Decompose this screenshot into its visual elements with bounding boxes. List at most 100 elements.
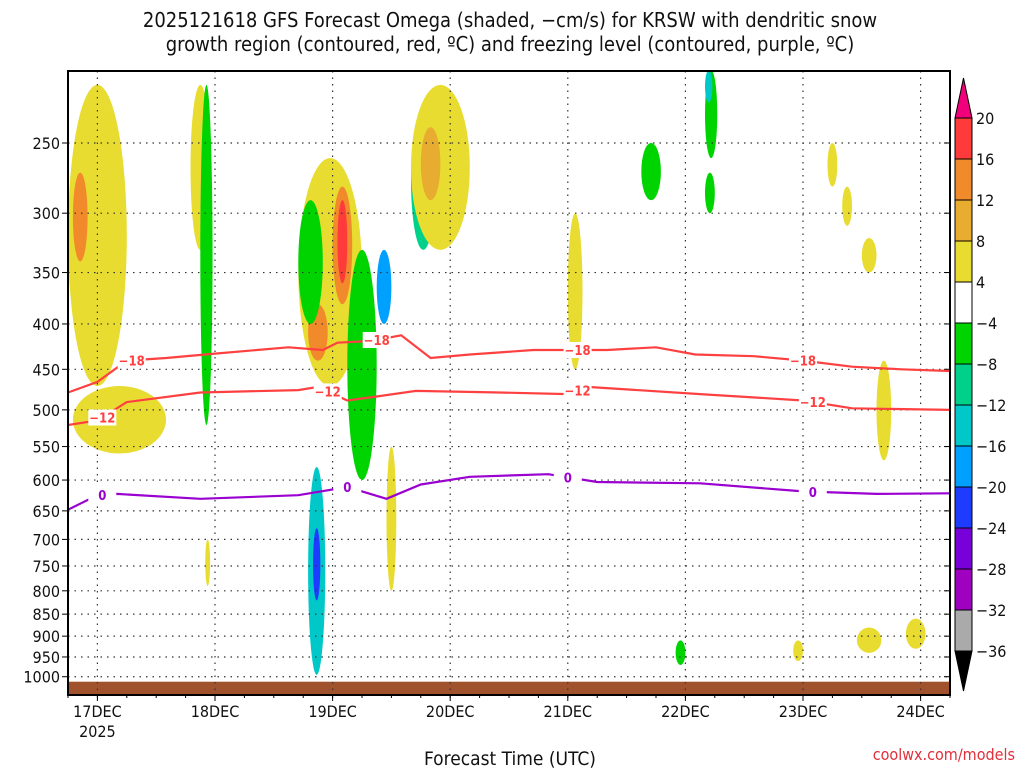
colorbar-label: 20: [976, 109, 994, 128]
contour-label: −18: [790, 355, 816, 370]
colorbar-label: −4: [976, 314, 997, 333]
contour-label: −12: [89, 411, 115, 426]
omega-shade-feature: [298, 200, 323, 324]
omega-shade-feature: [72, 386, 166, 454]
x-tick-label: 17DEC: [73, 702, 122, 721]
contour-label-bg: [563, 341, 592, 358]
colorbar-label: 8: [976, 232, 985, 251]
x-tick-label: 24DEC: [896, 702, 945, 721]
colorbar-swatch: [954, 117, 973, 160]
omega-shade-feature: [856, 627, 882, 653]
omega-shade-feature: [376, 249, 392, 324]
contour-label-bg: [362, 331, 391, 348]
omega-shade-feature: [842, 186, 852, 226]
axes: 250 300 350 400 450 500 550 600 650 700 750 800 850 9…: [23, 70, 951, 741]
x-tick-year-label: 2025: [79, 722, 116, 741]
y-tick-label: 300: [33, 204, 60, 223]
omega-shade-feature: [386, 446, 397, 591]
chart-title-line-1: 2025121618 GFS Forecast Omega (shaded, −…: [143, 8, 877, 32]
colorbar-swatch: [954, 199, 973, 242]
colorbar-label: −36: [976, 642, 1006, 661]
contour-label: −12: [315, 385, 341, 400]
colorbar-swatch: [954, 158, 973, 201]
x-tick-label: 23DEC: [779, 702, 828, 721]
colorbar-swatch: [954, 486, 973, 529]
colorbar-label: −16: [976, 437, 1006, 456]
omega-shade-feature: [705, 70, 713, 103]
contour-label: −18: [119, 354, 145, 369]
colorbar-label: −20: [976, 478, 1006, 497]
contour-label: 0: [98, 489, 106, 504]
y-tick-label: 350: [33, 264, 60, 283]
y-tick-label: 250: [33, 134, 60, 153]
y-tick-label: 1000: [23, 668, 60, 687]
omega-shade-feature: [861, 238, 877, 273]
y-tick-label: 750: [33, 557, 60, 576]
colorbar-label: −8: [976, 355, 997, 374]
contour-label: 0: [343, 481, 351, 496]
x-tick-label: 20DEC: [426, 702, 475, 721]
contour-line-0: [67, 473, 951, 511]
colorbar-label: −12: [976, 396, 1006, 415]
colorbar-swatch: [954, 322, 973, 365]
omega-shade-feature: [72, 172, 88, 262]
colorbar-swatch: [954, 445, 973, 488]
y-tick-label: 400: [33, 315, 60, 334]
contour-label-bg: [313, 383, 342, 400]
colorbar-label: −28: [976, 560, 1006, 579]
contour-label: −12: [800, 396, 826, 411]
colorbar-over-triangle: [954, 77, 973, 119]
colorbar-label: −24: [976, 519, 1006, 538]
colorbar-label: −32: [976, 601, 1006, 620]
contour-label-bg: [333, 479, 362, 496]
colorbar-swatch: [954, 363, 973, 406]
contour-label: −18: [565, 344, 591, 359]
omega-shade-feature: [411, 84, 470, 250]
plot-area: [68, 70, 950, 695]
omega-shade-feature: [905, 618, 926, 649]
contour-label-bg: [789, 352, 817, 369]
x-tick-label: 21DEC: [544, 702, 593, 721]
contour-label: 0: [809, 486, 817, 501]
colorbar-label: 16: [976, 150, 994, 169]
omega-shade-feature: [313, 528, 321, 601]
omega-shade-feature: [705, 172, 715, 214]
y-tick-label: 850: [33, 605, 60, 624]
omega-shade-feature: [68, 84, 127, 387]
source-credit: coolwx.com/models: [873, 745, 1015, 764]
omega-shade-feature: [347, 249, 377, 481]
ground-surface: [68, 681, 950, 695]
colorbar-swatch: [954, 609, 973, 652]
colorbar: 20 16 12 8 4 −4 −8 −12 −16 −20 −24 −28 −32 −36: [954, 77, 1006, 692]
contour-label: −12: [565, 385, 591, 400]
x-tick-label: 22DEC: [661, 702, 710, 721]
y-tick-label: 600: [33, 471, 60, 490]
x-tick-label: 18DEC: [191, 702, 240, 721]
y-tick-label: 500: [33, 401, 60, 420]
colorbar-swatch: [954, 527, 973, 570]
contour-label-bg: [117, 352, 146, 369]
y-tick-label: 800: [33, 582, 60, 601]
contour-label-bg: [88, 409, 117, 426]
y-tick-label: 450: [33, 360, 60, 379]
x-axis-label: Forecast Time (UTC): [424, 748, 596, 768]
y-tick-label: 900: [33, 627, 60, 646]
y-tick-label: 550: [33, 438, 60, 457]
y-tick-label: 700: [33, 530, 60, 549]
x-tick-label: 19DEC: [308, 702, 357, 721]
contour-label: 0: [564, 471, 572, 486]
chart-title-line-2: growth region (contoured, red, ºC) and f…: [166, 32, 855, 56]
colorbar-swatch: [954, 240, 973, 283]
contour-line--12: [67, 385, 951, 427]
omega-shade-feature: [205, 539, 211, 586]
omega-shade-feature: [200, 84, 213, 425]
omega-shade-feature: [641, 143, 661, 201]
colorbar-swatch: [954, 281, 973, 324]
colorbar-label: 4: [976, 273, 985, 292]
omega-shade-feature: [876, 360, 892, 461]
omega-shade-feature: [675, 640, 686, 665]
omega-shade-feature: [793, 640, 803, 662]
omega-shade-feature: [420, 127, 441, 201]
colorbar-swatch: [954, 568, 973, 611]
